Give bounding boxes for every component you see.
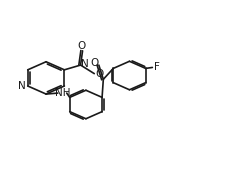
- Text: O: O: [90, 58, 99, 68]
- Text: N: N: [18, 81, 25, 91]
- Text: O: O: [77, 40, 85, 51]
- Text: NH: NH: [55, 88, 70, 98]
- Text: F: F: [154, 62, 160, 72]
- Text: O: O: [96, 69, 104, 79]
- Text: N: N: [81, 59, 89, 69]
